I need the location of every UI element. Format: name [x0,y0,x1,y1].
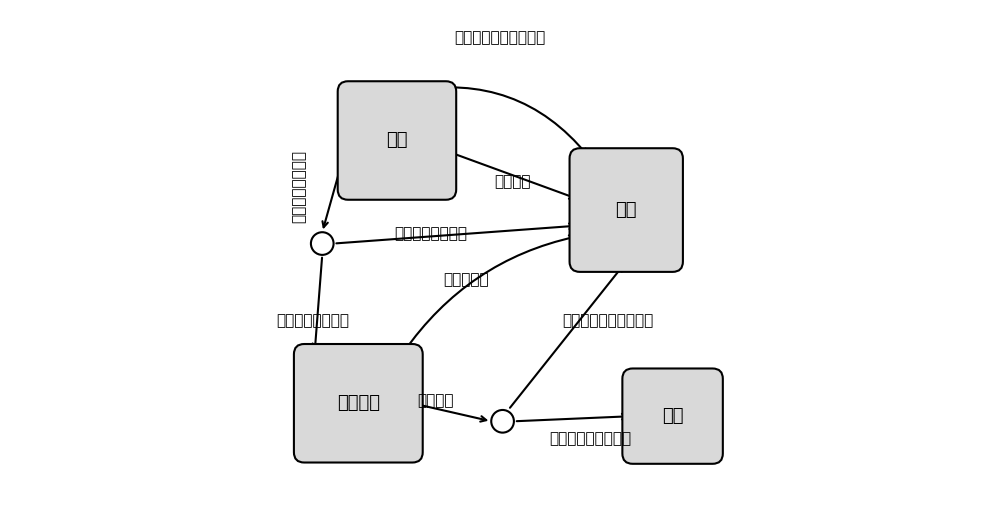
FancyBboxPatch shape [294,344,423,463]
Text: 触控移动距离大于阈值: 触控移动距离大于阈值 [454,30,546,45]
Text: 有新触控点: 有新触控点 [443,272,489,287]
Text: 触控结束: 触控结束 [417,393,454,408]
Text: 绘制: 绘制 [615,201,637,219]
Text: 等待绘制: 等待绘制 [337,394,380,412]
Text: 未识别为多点点击手势: 未识别为多点点击手势 [562,313,653,328]
Text: 触控结束: 触控结束 [495,175,531,190]
Text: 有可能识别为手势: 有可能识别为手势 [276,313,349,328]
FancyBboxPatch shape [622,368,723,464]
Text: 识别为多点点击手势: 识别为多点点击手势 [549,431,631,447]
Circle shape [491,410,514,433]
Text: 绘线: 绘线 [386,132,408,150]
Text: 多点触控事件结束: 多点触控事件结束 [291,150,306,223]
Circle shape [311,232,334,255]
FancyBboxPatch shape [570,148,683,272]
Text: 不可能识别为手势: 不可能识别为手势 [394,226,467,241]
FancyBboxPatch shape [338,81,456,200]
Text: 删除: 删除 [662,407,683,425]
